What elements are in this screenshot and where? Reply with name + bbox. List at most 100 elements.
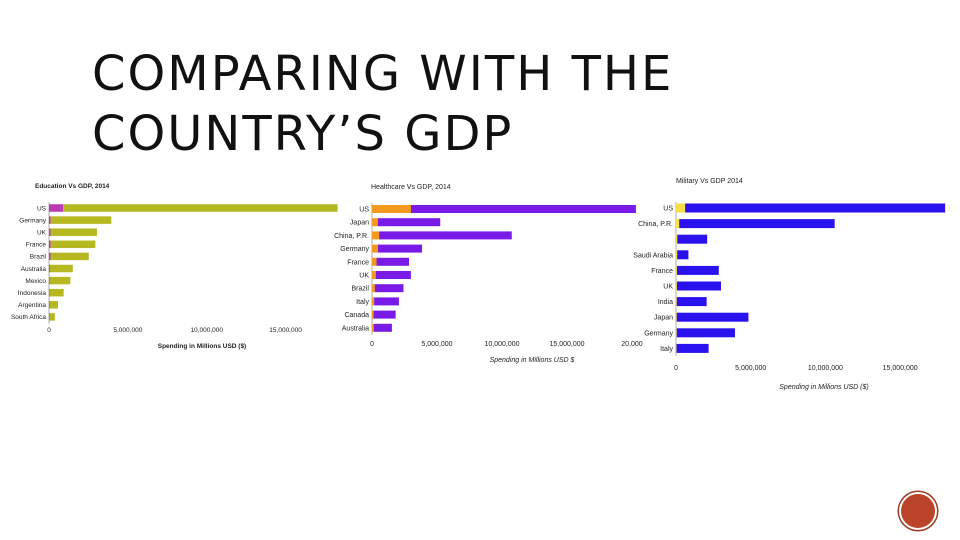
military-bar-gdp: [685, 203, 946, 213]
military-bar-gdp: [677, 234, 708, 244]
slide-number-badge: [899, 492, 937, 530]
healthcare-x-tick-label: 0: [370, 341, 374, 348]
military-bar-gdp: [677, 250, 689, 260]
healthcare-bar-gdp: [374, 297, 399, 306]
education-category-label: South Africa: [11, 314, 46, 321]
healthcare-category-label: UK: [359, 272, 369, 279]
military-category-label: France: [651, 268, 673, 275]
healthcare-category-label: Italy: [356, 299, 369, 306]
education-bar-spending: [49, 301, 50, 309]
healthcare-bar-spending: [372, 244, 378, 253]
education-category-label: UK: [37, 229, 47, 236]
healthcare-bar-spending: [372, 231, 380, 240]
military-bar-gdp: [676, 281, 721, 291]
healthcare-category-label: Australia: [342, 325, 369, 332]
education-bar-spending: [49, 276, 50, 285]
education-bar-spending: [49, 228, 51, 236]
healthcare-category-label: Japan: [350, 220, 369, 227]
education-bar-gdp: [50, 216, 112, 224]
healthcare-bar-gdp: [379, 231, 512, 240]
military-category-label: US: [663, 205, 673, 212]
healthcare-bar-spending: [372, 310, 374, 319]
page-title-line-2: COUNTRY’S GDP: [92, 106, 514, 162]
healthcare-bar-spending: [372, 271, 376, 279]
healthcare-bar-gdp: [374, 284, 404, 293]
education-bar-gdp: [49, 288, 64, 297]
military-category-label: India: [658, 299, 673, 306]
healthcare-x-axis-label: Spending in Millions USD $: [490, 357, 575, 364]
military-category-label: China, P.R.: [638, 221, 673, 228]
healthcare-category-label: US: [359, 206, 369, 213]
military-bar-gdp: [676, 312, 749, 322]
healthcare-vs-gdp-chart: Healthcare Vs GDP, 2014 US Japan China, P.R…: [334, 184, 643, 364]
healthcare-bar-spending: [372, 218, 378, 227]
education-bar-gdp: [50, 228, 97, 236]
healthcare-bar-spending: [372, 297, 375, 306]
education-category-label: Argentina: [18, 302, 46, 309]
military-category-label: Germany: [644, 330, 673, 337]
healthcare-bar-gdp: [377, 218, 441, 227]
military-bar-spending: [676, 234, 678, 244]
page-title-line-1: COMPARING WITH THE: [92, 46, 674, 102]
military-bar-spending: [676, 265, 677, 275]
military-bar-spending: [676, 297, 677, 307]
healthcare-bar-gdp: [375, 271, 411, 279]
military-x-tick-label: 0: [674, 365, 678, 372]
military-bar-gdp: [676, 343, 709, 353]
education-bar-gdp: [49, 313, 55, 321]
military-category-label: Saudi Arabia: [633, 252, 673, 259]
healthcare-x-tick-label: 10,000,000: [484, 341, 519, 348]
military-bar-spending: [676, 203, 686, 213]
military-bar-gdp: [676, 297, 707, 307]
healthcare-bar-gdp: [411, 205, 636, 213]
healthcare-bar-gdp: [373, 310, 396, 319]
education-bar-gdp: [50, 252, 89, 261]
education-bar-spending: [49, 252, 51, 261]
education-category-label: Brazil: [30, 254, 47, 261]
military-x-tick-label: 10,000,000: [808, 365, 843, 372]
page-title: COMPARING WITH THE COUNTRY’S GDP: [92, 44, 732, 164]
healthcare-bar-gdp: [373, 323, 392, 332]
military-vs-gdp-chart: Military Vs GDP 2014 US China, P.R. Saudi A…: [633, 178, 946, 391]
healthcare-bar-gdp: [377, 244, 423, 253]
military-bar-gdp: [676, 328, 735, 338]
education-bar-spending: [49, 264, 50, 273]
education-category-label: US: [37, 205, 47, 212]
education-category-label: Australia: [21, 266, 47, 273]
healthcare-x-tick-label: 15,000,000: [549, 341, 584, 348]
military-bar-spending: [676, 250, 678, 260]
education-chart-title: Education Vs GDP, 2014: [35, 183, 110, 190]
military-category-label: UK: [663, 283, 673, 290]
education-x-tick-label: 0: [47, 327, 51, 334]
healthcare-category-label: Brazil: [351, 286, 369, 293]
education-x-tick-label: 15,000,000: [269, 327, 302, 334]
healthcare-x-tick-label: 5,000,000: [421, 341, 452, 348]
military-category-label: Italy: [660, 346, 673, 353]
healthcare-category-label: China, P.R.: [334, 233, 369, 240]
healthcare-bar-spending: [372, 284, 375, 293]
military-bar-spending: [676, 219, 680, 229]
military-chart-title: Military Vs GDP 2014: [676, 178, 743, 185]
military-bar-spending: [676, 312, 677, 322]
healthcare-bar-spending: [372, 323, 374, 332]
education-bar-spending: [49, 288, 50, 297]
education-bar-spending: [49, 216, 51, 224]
healthcare-bar-spending: [372, 257, 377, 266]
military-bar-spending: [676, 328, 677, 338]
healthcare-bar-spending: [372, 205, 411, 213]
education-bar-gdp: [50, 240, 96, 249]
education-category-label: Mexico: [25, 278, 46, 285]
healthcare-x-tick-label: 20,000: [621, 341, 643, 348]
education-category-label: Indonesia: [18, 290, 47, 297]
education-category-label: Germany: [19, 217, 46, 224]
military-bar-spending: [676, 343, 677, 353]
military-x-axis-label: Spending in Millions USD ($): [779, 384, 868, 391]
healthcare-category-label: Germany: [340, 246, 369, 253]
education-vs-gdp-chart: Education Vs GDP, 2014 US Germany UK France B…: [11, 183, 338, 350]
education-x-tick-label: 10,000,000: [190, 327, 223, 334]
military-x-tick-label: 15,000,000: [883, 365, 918, 372]
education-x-axis-label: Spending in Millions USD ($): [158, 343, 246, 350]
military-bar-spending: [676, 281, 677, 291]
education-bar-gdp: [49, 276, 71, 285]
healthcare-category-label: France: [347, 259, 369, 266]
